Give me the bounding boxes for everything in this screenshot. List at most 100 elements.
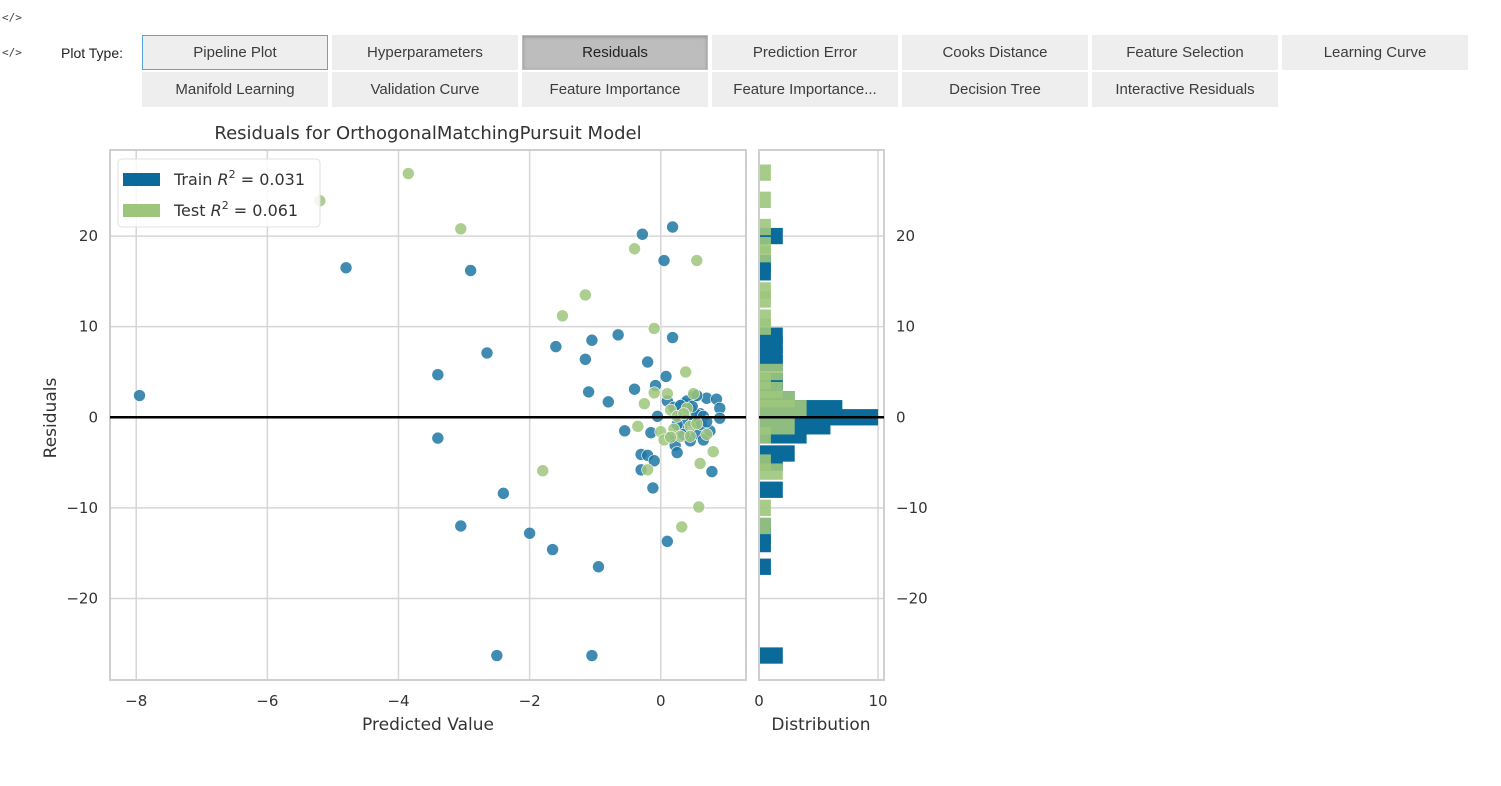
feature-importance-button[interactable]: Feature Importance: [522, 72, 708, 107]
test-point: [556, 309, 569, 323]
histogram-test-bar: [760, 236, 771, 254]
test-point: [690, 254, 704, 267]
feature-importance-all-button[interactable]: Feature Importance...: [712, 72, 898, 107]
hyperparameters-button[interactable]: Hyperparameters: [332, 35, 518, 70]
histogram-bars: [760, 164, 879, 664]
test-point: [647, 386, 661, 400]
main-plot-grid: [110, 150, 746, 680]
histogram-y-tick-label: 0: [896, 408, 906, 426]
train-point: [431, 431, 445, 445]
train-point: [585, 649, 599, 662]
train-point: [618, 424, 632, 438]
train-point: [657, 254, 671, 267]
histogram-y-tick-labels: −20 −10 0 10 20: [896, 227, 928, 607]
histogram-test-bar: [760, 427, 771, 444]
decision-tree-button[interactable]: Decision Tree: [902, 72, 1088, 107]
train-point: [647, 454, 661, 468]
train-point: [611, 328, 625, 342]
histogram-test-bar: [760, 454, 771, 471]
histogram-train-bar: [760, 558, 771, 575]
train-point: [523, 526, 536, 540]
histogram-train-bar: [760, 255, 771, 272]
histogram-test-bar: [760, 499, 771, 517]
test-point: [687, 387, 700, 401]
legend-test-swatch: [123, 204, 160, 217]
histogram-test-bar: [760, 291, 771, 308]
train-point: [133, 389, 146, 402]
histogram-test-bar: [760, 517, 771, 535]
histogram-test-bar: [760, 191, 771, 208]
test-point: [693, 457, 707, 470]
train-point: [592, 560, 605, 574]
histogram-train-bar: [760, 535, 771, 553]
main-plot-frame: [109, 149, 747, 681]
test-point: [706, 445, 720, 458]
test-point: [700, 428, 713, 441]
pipeline-plot-button[interactable]: Pipeline Plot: [142, 35, 328, 70]
train-point: [585, 333, 599, 347]
train-point: [602, 395, 615, 409]
histogram-y-tick-label: −20: [896, 589, 928, 607]
x-tick-label: −4: [387, 692, 409, 710]
histogram-test-bar: [760, 282, 771, 299]
histogram-test-bar: [760, 318, 771, 335]
train-point: [670, 446, 684, 459]
plot-type-label: Plot Type:: [61, 45, 124, 61]
histogram-x-label: Distribution: [771, 715, 870, 735]
histogram-test-bar: [760, 246, 771, 263]
train-point: [339, 261, 353, 275]
legend-box: [117, 158, 321, 228]
test-point: [628, 242, 641, 256]
train-point: [641, 355, 654, 369]
histogram-test-bar: [760, 372, 771, 390]
residuals-button[interactable]: Residuals: [522, 35, 708, 70]
test-point: [647, 322, 661, 335]
interactive-residuals-button[interactable]: Interactive Residuals: [1092, 72, 1278, 107]
histogram-train-bar: [760, 526, 771, 544]
histogram-test-bar: [760, 363, 783, 381]
histogram-y-tick-label: 10: [896, 318, 915, 336]
train-point: [582, 385, 595, 399]
y-axis-label: Residuals: [41, 378, 61, 459]
legend-train-label: Train R2 = 0.031: [173, 168, 305, 189]
prediction-error-button[interactable]: Prediction Error: [712, 35, 898, 70]
x-tick-label: −2: [519, 692, 541, 710]
test-point: [631, 420, 645, 433]
legend-test-label: Test R2 = 0.061: [173, 199, 298, 220]
train-point: [549, 340, 563, 353]
histogram-y-tick-label: 20: [896, 227, 915, 245]
x-tick-label: 0: [656, 692, 666, 710]
train-point: [666, 331, 679, 344]
test-point: [690, 417, 704, 430]
test-point: [661, 387, 674, 401]
test-point: [638, 397, 651, 410]
learning-curve-button[interactable]: Learning Curve: [1282, 35, 1468, 70]
histogram-train-bar: [760, 647, 783, 664]
test-point: [579, 288, 592, 302]
code-marker-2: </>: [2, 46, 22, 59]
x-tick-label: −6: [256, 692, 278, 710]
histogram-test-bar: [760, 218, 771, 236]
test-point: [679, 365, 692, 379]
x-tick-label: −8: [125, 692, 147, 710]
feature-selection-button[interactable]: Feature Selection: [1092, 35, 1278, 70]
histogram-frame: [758, 149, 885, 681]
y-tick-labels: −20 −10 0 10 20: [66, 227, 98, 607]
train-point: [454, 519, 468, 533]
cooks-distance-button[interactable]: Cooks Distance: [902, 35, 1088, 70]
train-point: [636, 227, 649, 241]
x-tick-labels: −8 −6 −4 −2 0: [125, 692, 665, 710]
train-point: [431, 368, 445, 381]
histogram-x-tick-label: 10: [869, 692, 888, 710]
test-point: [664, 430, 677, 444]
test-point: [454, 222, 468, 236]
y-tick-label: −20: [66, 589, 98, 607]
train-point: [661, 535, 674, 548]
train-point: [628, 382, 641, 396]
y-tick-label: −10: [66, 499, 98, 517]
y-tick-label: 10: [79, 318, 98, 336]
train-point: [464, 264, 477, 277]
histogram-test-bar: [760, 418, 795, 435]
manifold-learning-button[interactable]: Manifold Learning: [142, 72, 328, 107]
validation-curve-button[interactable]: Validation Curve: [332, 72, 518, 107]
